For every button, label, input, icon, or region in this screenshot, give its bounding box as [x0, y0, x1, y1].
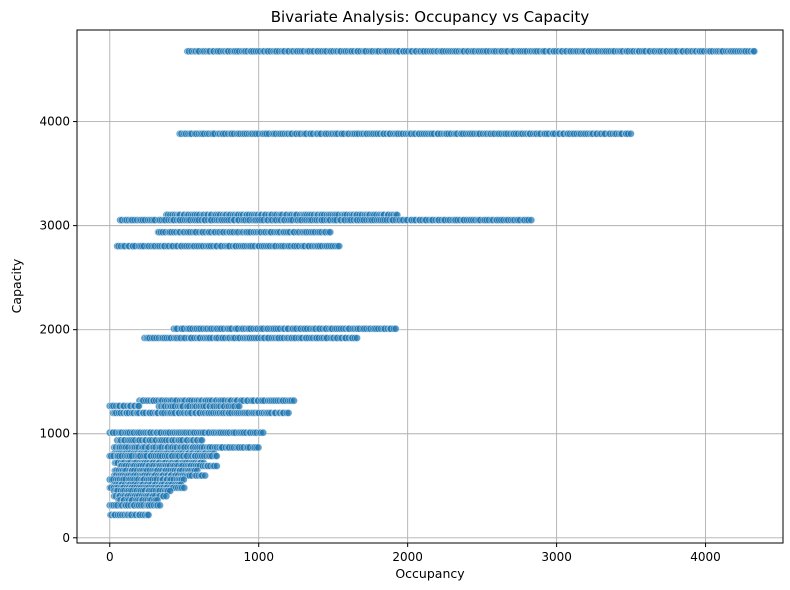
- x-tick-label: 1000: [243, 550, 274, 564]
- data-point: [144, 511, 153, 519]
- chart-title: Bivariate Analysis: Occupancy vs Capacit…: [271, 8, 590, 26]
- scatter-points: [105, 47, 759, 519]
- data-point: [212, 462, 221, 470]
- data-point: [284, 409, 293, 417]
- data-point: [212, 452, 221, 460]
- data-point: [254, 443, 263, 452]
- data-point: [335, 242, 344, 251]
- y-tick-label: 4000: [39, 115, 70, 129]
- data-point: [180, 483, 189, 492]
- data-point: [750, 47, 759, 56]
- x-tick-label: 0: [106, 550, 114, 564]
- plot-frame: [76, 29, 784, 544]
- y-axis-label: Capacity: [9, 258, 24, 313]
- y-tick-label: 2000: [39, 323, 70, 337]
- y-axis: 0 1000 2000 3000 4000: [39, 115, 77, 545]
- x-tick-label: 4000: [690, 550, 721, 564]
- data-point: [135, 402, 143, 410]
- y-tick-label: 3000: [39, 219, 70, 233]
- data-point: [391, 324, 400, 333]
- data-point: [290, 396, 298, 405]
- x-tick-label: 2000: [392, 550, 423, 564]
- data-point: [166, 487, 175, 495]
- x-tick-label: 3000: [541, 550, 572, 564]
- data-point: [235, 402, 244, 411]
- data-point: [162, 492, 171, 501]
- data-point: [326, 228, 335, 237]
- data-point: [201, 471, 209, 480]
- y-tick-label: 0: [62, 531, 70, 545]
- data-point: [198, 436, 206, 445]
- data-point: [626, 129, 635, 138]
- data-point: [527, 216, 536, 225]
- data-point: [259, 428, 268, 437]
- data-point: [353, 334, 361, 342]
- x-axis: 0 1000 2000 3000 4000: [106, 543, 721, 564]
- x-axis-label: Occupancy: [395, 566, 465, 581]
- y-tick-label: 1000: [39, 427, 70, 441]
- data-point: [156, 501, 164, 510]
